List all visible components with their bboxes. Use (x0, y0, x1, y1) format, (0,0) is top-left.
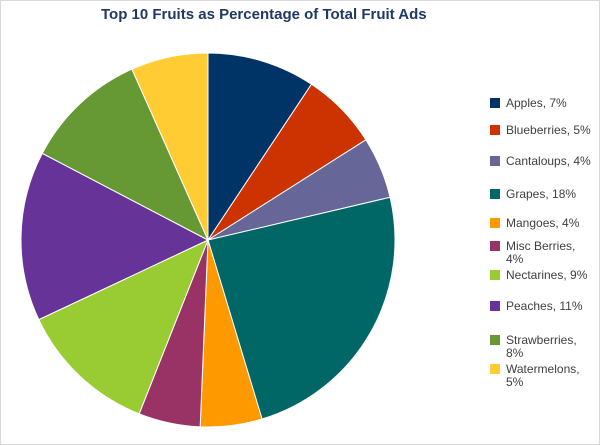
legend-item: Nectarines, 9% (490, 269, 595, 282)
legend-swatch (490, 270, 500, 280)
legend-label: Grapes, 18% (506, 187, 577, 201)
legend-label: Misc Berries, 4% (506, 239, 576, 266)
legend-swatch (490, 189, 500, 199)
pie-slice-strawberries (41, 68, 210, 242)
pie-slice-apples (207, 52, 313, 242)
legend-swatch (490, 218, 500, 228)
legend-swatch (490, 156, 500, 166)
legend-swatch (490, 98, 500, 108)
legend-item: Peaches, 11% (490, 300, 595, 313)
legend-label: Strawberries, 8% (506, 333, 577, 360)
legend-swatch (490, 241, 500, 251)
legend-item: Watermelons, 5% (490, 363, 595, 389)
legend-item: Misc Berries, 4% (490, 240, 595, 266)
legend-swatch (490, 301, 500, 311)
legend-label: Peaches, 11% (506, 299, 583, 313)
pie-slice-nectarines (38, 239, 209, 415)
legend-swatch (490, 335, 500, 345)
legend-label: Mangoes, 4% (506, 216, 580, 230)
pie-slice-watermelons (131, 52, 209, 241)
legend-swatch (490, 125, 500, 135)
legend-label: Blueberries, 5% (506, 123, 591, 137)
legend-item: Mangoes, 4% (490, 217, 595, 230)
legend-label: Nectarines, 9% (506, 268, 588, 282)
legend-item: Apples, 7% (490, 97, 595, 110)
pie-slice-peaches (20, 152, 210, 321)
chart-title-text: Top 10 Fruits as Percentage of Total Fru… (101, 6, 427, 23)
pie-slice-grapes (207, 196, 396, 420)
legend-item: Cantaloups, 4% (490, 155, 595, 168)
legend-item: Blueberries, 5% (490, 124, 595, 137)
legend-label: Watermelons, 5% (506, 362, 580, 389)
legend-label: Cantaloups, 4% (506, 154, 591, 168)
legend-label: Apples, 7% (506, 96, 567, 110)
legend-item: Grapes, 18% (490, 188, 595, 201)
legend-swatch (490, 364, 500, 374)
legend-item: Strawberries, 8% (490, 334, 595, 360)
